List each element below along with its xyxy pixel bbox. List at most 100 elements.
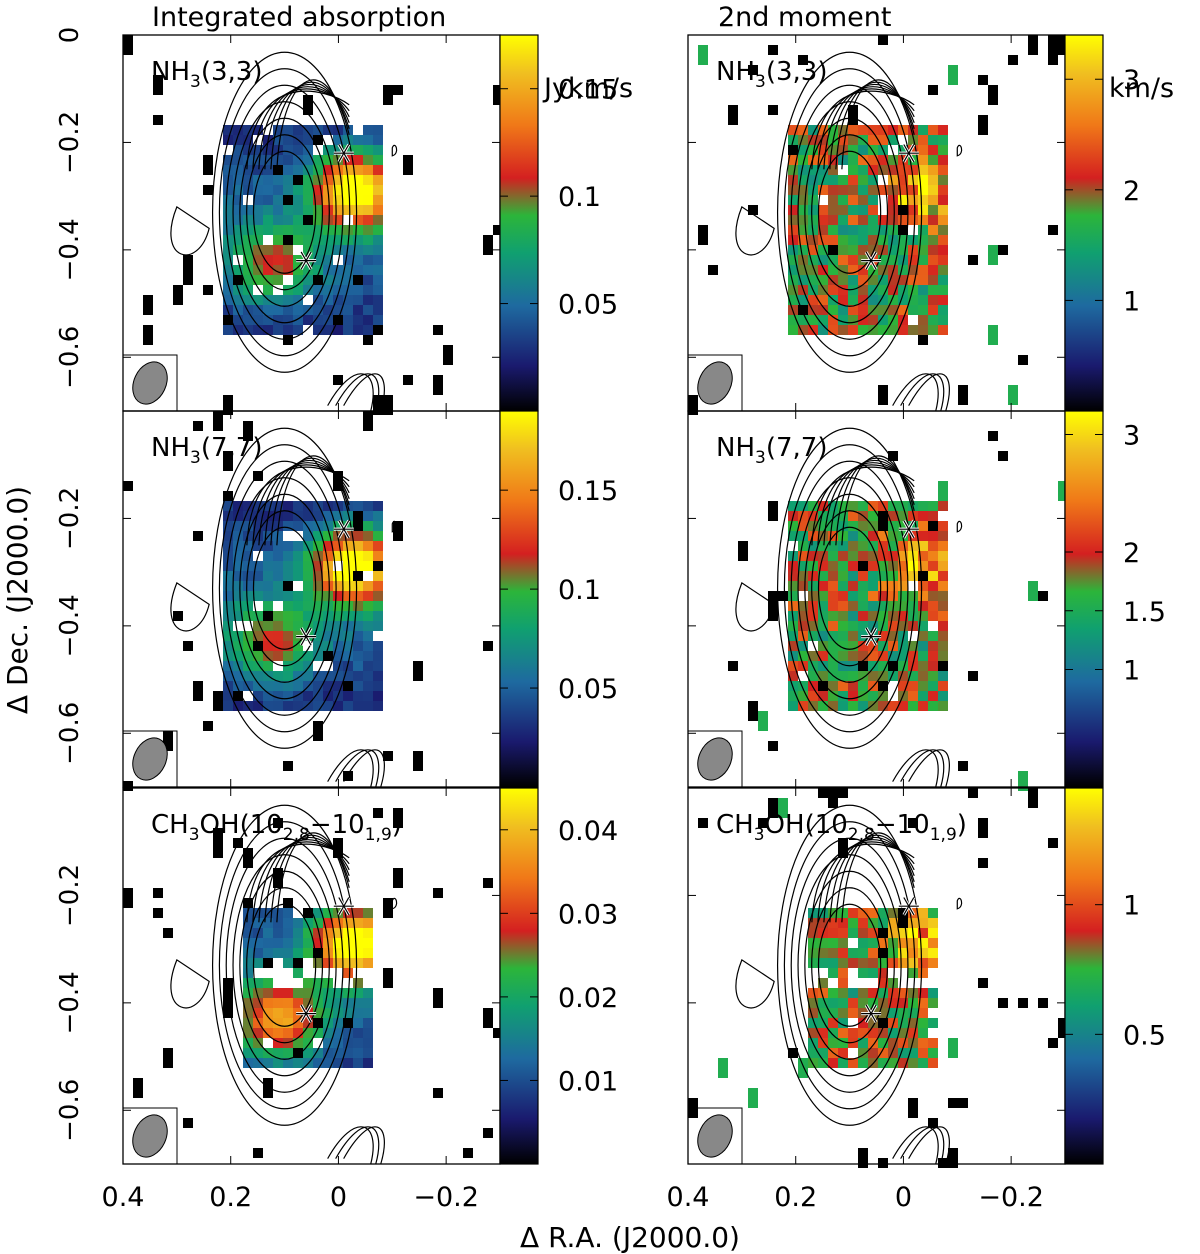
map-pixel	[253, 1018, 263, 1028]
map-pixel	[263, 145, 273, 155]
noise-pixel	[193, 681, 203, 701]
pixel-map	[123, 411, 493, 791]
map-pixel	[858, 531, 868, 541]
map-pixel	[223, 155, 233, 165]
map-pixel	[838, 581, 848, 591]
map-pixel	[818, 561, 828, 571]
map-pixel	[888, 651, 898, 661]
colorbar-tick-label: 1	[1123, 656, 1140, 687]
map-pixel	[353, 611, 363, 621]
map-pixel	[303, 561, 313, 571]
map-pixel	[303, 501, 313, 511]
map-pixel	[918, 185, 928, 195]
map-pixel	[918, 671, 928, 681]
map-pixel	[798, 601, 808, 611]
map-pixel	[858, 958, 868, 968]
map-pixel	[263, 305, 273, 315]
map-pixel	[303, 651, 313, 661]
map-pixel	[938, 571, 948, 581]
map-pixel	[253, 958, 263, 968]
map-pixel	[828, 948, 838, 958]
map-pixel	[848, 245, 858, 255]
map-pixel	[878, 315, 888, 325]
map-pixel	[918, 195, 928, 205]
noise-pixel	[928, 1118, 938, 1128]
contours	[170, 804, 398, 1165]
map-pixel	[918, 295, 928, 305]
map-pixel	[323, 581, 333, 591]
map-pixel	[868, 621, 878, 631]
map-pixel	[273, 681, 283, 691]
map-pixel	[293, 521, 303, 531]
map-pixel	[323, 591, 333, 601]
contours	[170, 51, 398, 412]
map-pixel	[828, 701, 838, 711]
map-pixel	[868, 235, 878, 245]
map-pixel	[373, 235, 383, 245]
map-pixel	[363, 225, 373, 235]
map-pixel	[848, 908, 858, 918]
noise-pixel	[383, 85, 393, 105]
map-pixel	[858, 305, 868, 315]
map-pixel	[818, 1008, 828, 1018]
map-pixel	[908, 135, 918, 145]
map-pixel	[253, 1058, 263, 1068]
map-pixel	[878, 325, 888, 335]
map-pixel	[838, 611, 848, 621]
map-pixel	[313, 958, 323, 968]
map-pixel	[333, 651, 343, 661]
map-pixel	[848, 918, 858, 928]
noise-pixel	[1028, 788, 1038, 798]
map-pixel	[928, 155, 938, 165]
map-pixel	[273, 295, 283, 305]
star-marker-outline	[296, 251, 317, 270]
noise-pixel	[223, 395, 233, 415]
map-pixel	[838, 541, 848, 551]
map-pixel	[223, 631, 233, 641]
map-pixel	[898, 235, 908, 245]
noise-pixel	[163, 731, 173, 751]
map-pixel	[918, 205, 928, 215]
noise-pixel	[698, 45, 708, 65]
map-pixel	[908, 948, 918, 958]
map-pixel	[293, 621, 303, 631]
contour-line	[225, 84, 344, 340]
map-pixel	[353, 501, 363, 511]
map-pixel	[293, 1058, 303, 1068]
map-pixel	[898, 958, 908, 968]
map-pixel	[828, 681, 838, 691]
map-pixel	[868, 541, 878, 551]
map-pixel	[938, 285, 948, 295]
map-pixel	[303, 225, 313, 235]
map-pixel	[788, 125, 798, 135]
contours	[735, 804, 963, 1165]
map-pixel	[373, 681, 383, 691]
map-pixel	[908, 681, 918, 691]
map-pixel	[373, 531, 383, 541]
map-pixel	[838, 1038, 848, 1048]
noise-pixel	[1018, 998, 1028, 1008]
map-pixel	[818, 325, 828, 335]
noise-pixel	[1028, 35, 1038, 55]
contour-line	[900, 749, 945, 788]
map-pixel	[898, 591, 908, 601]
map-pixel	[938, 501, 948, 511]
map-pixel	[273, 621, 283, 631]
contour-line	[232, 854, 337, 1077]
map-pixel	[233, 511, 243, 521]
map-pixel	[818, 691, 828, 701]
map-pixel	[353, 145, 363, 155]
map-pixel	[928, 918, 938, 928]
map-pixel	[253, 265, 263, 275]
map-pixel	[333, 285, 343, 295]
map-pixel	[868, 968, 878, 978]
map-pixel	[928, 571, 938, 581]
map-pixel	[303, 1038, 313, 1048]
map-pixel	[888, 265, 898, 275]
map-pixel	[303, 601, 313, 611]
map-pixel	[898, 988, 908, 998]
map-pixel	[293, 185, 303, 195]
map-pixel	[273, 671, 283, 681]
map-pixel	[928, 701, 938, 711]
map-pixel	[848, 691, 858, 701]
